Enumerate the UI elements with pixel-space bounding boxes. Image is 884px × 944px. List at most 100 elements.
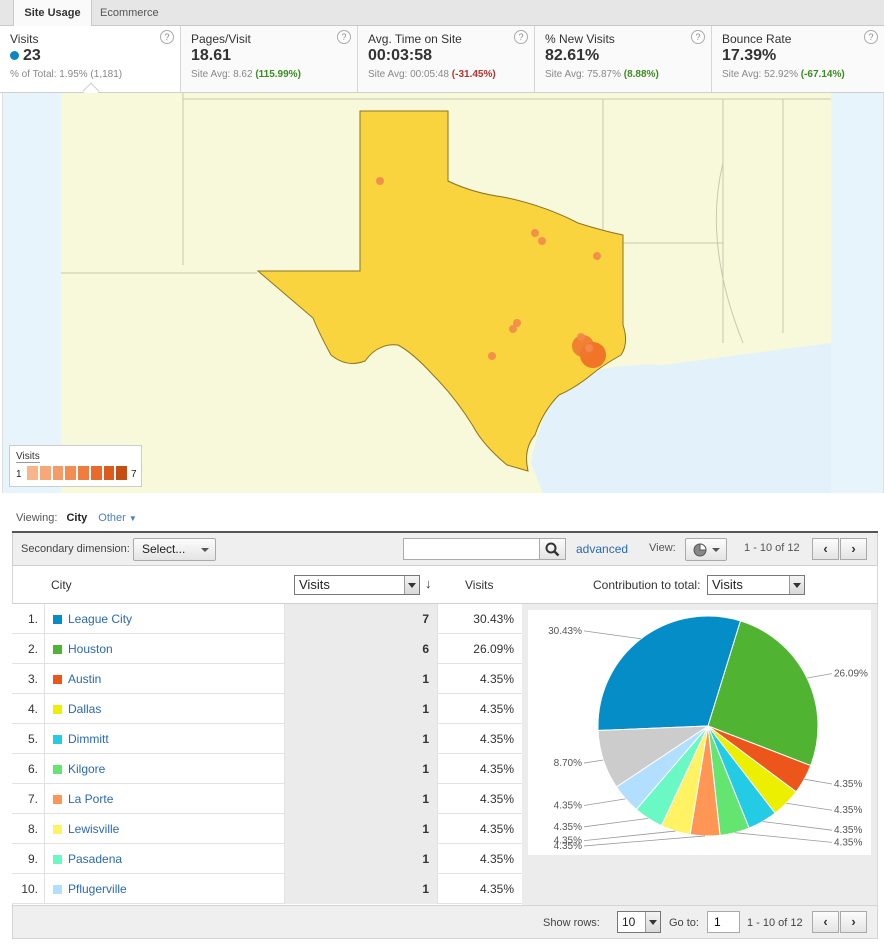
viewing-selector: Viewing: City Other ▼ [16, 512, 137, 524]
table-row: 7. La Porte 1 4.35% [12, 784, 522, 814]
visits-value: 6 [284, 634, 438, 664]
visits-percent: 26.09% [473, 642, 514, 656]
footer-prev-page-button[interactable]: ‹ [812, 911, 839, 933]
pie-label: 4.35% [834, 805, 862, 816]
series-swatch [53, 795, 62, 804]
pie-leader-line [804, 778, 833, 785]
metric-label: Visits [10, 32, 39, 46]
secondary-dimension-select[interactable]: Select... [133, 538, 216, 561]
metric-label: % New Visits [545, 32, 615, 46]
metric-label: Pages/Visit [191, 32, 251, 46]
tab-site-usage[interactable]: Site Usage [13, 0, 92, 27]
visits-value: 7 [284, 604, 438, 634]
table-row: 3. Austin 1 4.35% [12, 664, 522, 694]
city-link[interactable]: Houston [68, 642, 113, 656]
view-type-button[interactable] [685, 538, 727, 561]
advanced-filter-link[interactable]: advanced [576, 542, 629, 556]
pie-chart-icon [693, 543, 707, 557]
series-swatch [53, 705, 62, 714]
legend-min: 1 [16, 469, 22, 480]
city-link[interactable]: Kilgore [68, 762, 106, 776]
contribution-select[interactable]: Visits [707, 575, 805, 595]
metric-avg-time[interactable]: Avg. Time on Site 00:03:58 Site Avg: 00:… [357, 26, 534, 92]
series-swatch [53, 615, 62, 624]
show-rows-select[interactable]: 10 [617, 911, 661, 933]
legend-swatch [89, 465, 103, 481]
metric-visits[interactable]: Visits 23 % of Total: 1.95% (1,181) ? [0, 26, 180, 92]
city-link[interactable]: Lewisville [68, 822, 120, 836]
city-link[interactable]: Pasadena [68, 852, 123, 866]
goto-page-input[interactable] [707, 911, 740, 933]
city-link[interactable]: Pflugerville [68, 882, 127, 896]
help-icon[interactable]: ? [337, 30, 351, 44]
visits-value: 1 [284, 844, 438, 874]
visits-value: 1 [284, 664, 438, 694]
row-index: 10. [12, 874, 45, 904]
visits-value: 1 [284, 814, 438, 844]
series-swatch [53, 675, 62, 684]
viewing-current: City [66, 512, 88, 524]
table-search-input[interactable] [403, 538, 540, 560]
series-swatch [53, 735, 62, 744]
pie-slice[interactable] [597, 725, 710, 788]
pie-chart-svg: 30.43%26.09%4.35%4.35%4.35%4.35%4.35%4.3… [548, 615, 868, 852]
series-dot-icon [10, 51, 19, 60]
visits-percent: 30.43% [473, 612, 514, 626]
pie-slice[interactable] [597, 615, 742, 732]
metric-value: 17.39% [722, 47, 777, 64]
help-icon[interactable]: ? [514, 30, 528, 44]
help-icon[interactable]: ? [691, 30, 705, 44]
metric-column-select[interactable]: Visits [294, 575, 420, 595]
contribution-chart: 30.43% 26.09% 4.35% 4.35% 4.35% 4.35% 4.35% 4.3… [528, 610, 871, 855]
column-header-city[interactable]: City [51, 578, 72, 592]
legend-swatch [38, 465, 52, 481]
row-index: 1. [12, 604, 45, 634]
pie-leader-line [806, 673, 833, 679]
map-svg [61, 93, 831, 493]
city-link[interactable]: Dimmitt [68, 732, 109, 746]
help-icon[interactable]: ? [160, 30, 174, 44]
table-row: 10. Pflugerville 1 4.35% [12, 874, 522, 904]
next-page-button[interactable]: › [840, 538, 867, 560]
legend-swatch [26, 465, 39, 481]
table-toolbar: Secondary dimension: Select... advanced … [12, 533, 878, 566]
row-index: 8. [12, 814, 45, 844]
metric-bounce-rate[interactable]: Bounce Rate 17.39% Site Avg: 52.92% (-67… [711, 26, 884, 92]
legend-title: Visits [16, 451, 40, 463]
visits-percent: 4.35% [479, 792, 514, 806]
pie-label: 4.35% [554, 800, 582, 811]
pie-leader-line [583, 630, 641, 640]
city-link[interactable]: La Porte [68, 792, 114, 806]
visits-percent: 4.35% [479, 822, 514, 836]
footer-next-page-button[interactable]: › [840, 911, 867, 933]
legend-swatch [102, 465, 116, 481]
help-icon[interactable]: ? [864, 30, 878, 44]
table-row: 6. Kilgore 1 4.35% [12, 754, 522, 784]
metric-value: 23 [10, 47, 180, 65]
series-swatch [53, 885, 62, 894]
prev-page-button[interactable]: ‹ [812, 538, 839, 560]
visits-percent: 4.35% [479, 702, 514, 716]
search-button[interactable] [539, 538, 566, 560]
visits-percent: 4.35% [479, 882, 514, 896]
metric-value: 82.61% [545, 47, 600, 64]
metric-new-visits[interactable]: % New Visits 82.61% Site Avg: 75.87% (8.… [534, 26, 711, 92]
viewing-other-link[interactable]: Other ▼ [98, 512, 137, 524]
geo-map[interactable]: Visits 1 7 [2, 93, 884, 493]
sort-arrow-icon[interactable]: ↓ [425, 576, 432, 591]
metric-label: Bounce Rate [722, 32, 792, 46]
metric-pages-per-visit[interactable]: Pages/Visit 18.61 Site Avg: 8.62 (115.99… [180, 26, 357, 92]
city-link[interactable]: League City [68, 612, 133, 626]
visits-value: 1 [284, 724, 438, 754]
footer-pagination-info: 1 - 10 of 12 [747, 917, 803, 929]
report-tabs: Site Usage Ecommerce [0, 0, 884, 27]
chevron-down-icon [404, 576, 419, 594]
pie-slice[interactable] [707, 620, 819, 767]
pie-leader-line [583, 759, 604, 764]
city-link[interactable]: Austin [68, 672, 102, 686]
metric-value: 18.61 [191, 47, 232, 64]
row-index: 7. [12, 784, 45, 814]
visits-value: 1 [284, 694, 438, 724]
city-link[interactable]: Dallas [68, 702, 102, 716]
tab-ecommerce[interactable]: Ecommerce [100, 7, 159, 19]
